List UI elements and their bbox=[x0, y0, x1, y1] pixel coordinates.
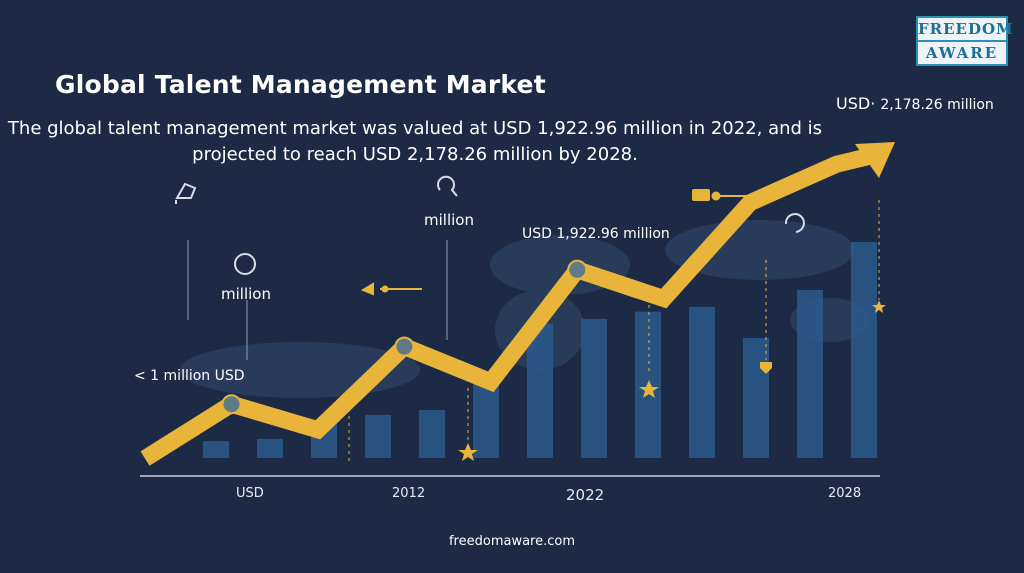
peak-usd-prefix: USD· bbox=[836, 94, 876, 113]
logo-line1: FREEDOM bbox=[918, 18, 1013, 42]
footer-url: freedomaware.com bbox=[448, 534, 576, 549]
trend-marker bbox=[394, 336, 415, 357]
million-label-a: million bbox=[221, 285, 271, 303]
x-tick-label: 2022 bbox=[566, 486, 605, 504]
hand-icon bbox=[175, 182, 197, 204]
trend-arrowhead bbox=[855, 142, 895, 178]
chart-title: Global Talent Management Market bbox=[55, 70, 546, 99]
decor-icons bbox=[175, 175, 805, 275]
trend-line bbox=[140, 146, 877, 466]
search-icon bbox=[437, 175, 458, 197]
bar bbox=[851, 242, 877, 458]
guide-lines bbox=[187, 200, 880, 465]
less-than-label: < 1 million USD bbox=[134, 368, 245, 384]
logo-line2: AWARE bbox=[925, 44, 999, 62]
decor-yellow-icons bbox=[360, 189, 886, 461]
flag-icon bbox=[360, 282, 374, 296]
trend-marker bbox=[567, 259, 588, 280]
bar bbox=[581, 318, 607, 458]
star-icon bbox=[639, 380, 659, 398]
chart-subtitle: The global talent management market was … bbox=[7, 118, 823, 165]
value-2022-label: USD 1,922.96 million bbox=[522, 226, 670, 242]
bar bbox=[419, 410, 445, 458]
brand-logo: FREEDOM AWARE bbox=[916, 16, 1013, 66]
bar bbox=[527, 323, 553, 458]
peak-usd-label: USD· 2,178.26 million bbox=[836, 94, 994, 113]
cycle-icon bbox=[234, 253, 256, 275]
x-tick-label: USD bbox=[236, 486, 264, 501]
x-tick-label: 2012 bbox=[392, 486, 426, 501]
star-icon bbox=[872, 300, 886, 313]
trend-marker bbox=[221, 394, 242, 415]
bar bbox=[689, 306, 715, 458]
refresh-icon bbox=[784, 213, 805, 233]
trend-arrow bbox=[140, 142, 895, 466]
star-icon bbox=[458, 443, 478, 461]
peak-value-label: 2,178.26 million bbox=[880, 97, 994, 113]
x-tick-label: 2028 bbox=[828, 486, 862, 501]
pin-icon bbox=[760, 362, 772, 374]
bar bbox=[365, 414, 391, 458]
bar bbox=[743, 338, 769, 458]
bar bbox=[203, 441, 229, 458]
card-icon bbox=[692, 189, 710, 201]
bar bbox=[797, 290, 823, 458]
bar bbox=[257, 438, 283, 458]
million-label-b: million bbox=[424, 211, 474, 229]
